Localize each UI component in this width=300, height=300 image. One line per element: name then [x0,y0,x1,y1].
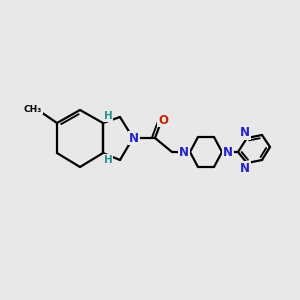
Text: N: N [240,127,250,140]
Text: O: O [158,113,168,127]
Text: H: H [103,111,112,121]
Text: H: H [103,155,112,165]
Text: N: N [179,146,189,158]
Text: CH₃: CH₃ [24,104,42,113]
Text: N: N [129,131,139,145]
Text: N: N [240,161,250,175]
Text: N: N [223,146,233,158]
